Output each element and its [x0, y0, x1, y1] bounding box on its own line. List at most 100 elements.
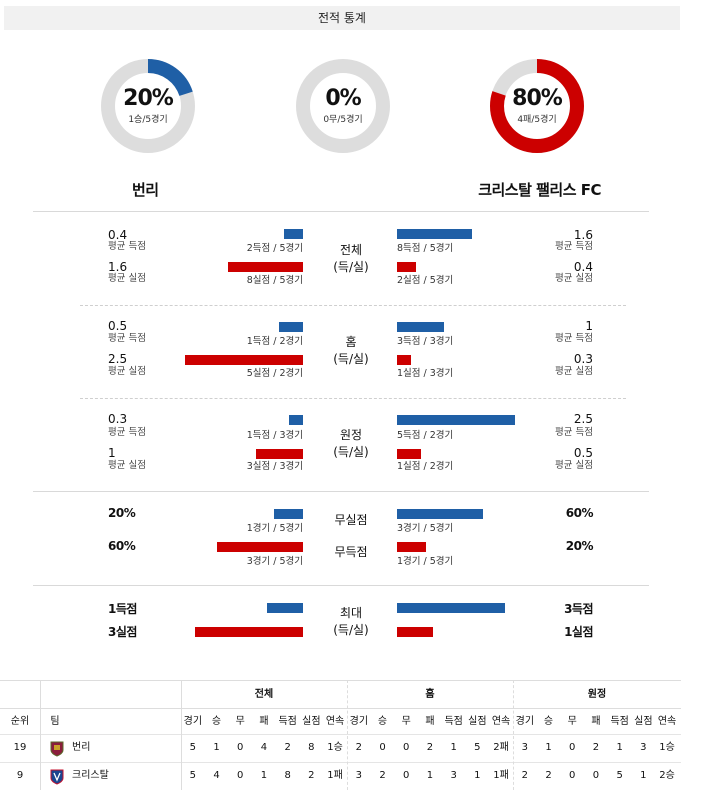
- right-avg-concede: 0.3: [573, 352, 593, 366]
- col-losses: 패: [425, 716, 435, 727]
- left-score-bar: [289, 415, 303, 425]
- table-row: 19 번리 5 1 0 4 2 8 1승 2 0 0 2 1 5 2패 3 1 0 2 1 3 1승: [0, 734, 681, 762]
- col-streak: 연속: [491, 716, 511, 727]
- left-score-caption: 1득점 / 3경기: [246, 430, 303, 441]
- category-total-sub: (득/실): [333, 260, 369, 274]
- right-score-bar: [397, 322, 444, 332]
- col-goals-against: 실점: [468, 716, 487, 727]
- row-stat-cell: 2: [545, 770, 552, 781]
- right-concede-caption: 1실점 / 2경기: [397, 461, 454, 472]
- left-avg-concede: 2.5: [108, 352, 128, 366]
- left-avg-score-label: 평균 득점: [108, 241, 146, 252]
- row-stat-cell: 1: [545, 742, 552, 753]
- standings-column-header: 순위 팀 경기 승 무 패 득점 실점 연속 경기 승 무 패 득점 실점 연속 경기 승 무 패 득점 실점 연속: [0, 708, 681, 734]
- divider: [80, 305, 626, 306]
- left-clean-sheet-caption: 1경기 / 5경기: [246, 523, 303, 534]
- col-wins: 승: [211, 716, 222, 727]
- right-concede-bar: [397, 262, 416, 272]
- row-stat-cell: 3: [355, 770, 363, 781]
- row-stat-cell: 1: [426, 770, 434, 781]
- row-stat-cell: 2패: [493, 742, 509, 753]
- col-streak: 연속: [325, 716, 345, 727]
- col-team: 팀: [50, 716, 60, 727]
- row-stat-cell: 2: [355, 742, 363, 753]
- left-max-score: 1득점: [108, 602, 137, 616]
- right-clean-sheet-bar: [397, 509, 483, 519]
- column-separator: [181, 680, 182, 790]
- row-stat-cell: 0: [403, 770, 410, 781]
- row-stat-cell: 2: [379, 770, 386, 781]
- category-no-score: 무득점: [334, 545, 368, 559]
- right-avg-score-label: 평균 득점: [555, 427, 593, 438]
- row-stat-cell: 2: [426, 742, 434, 753]
- row-team[interactable]: 크리스탈: [72, 770, 109, 781]
- col-goals-for: 득점: [610, 716, 629, 727]
- right-max-concede-bar: [397, 627, 433, 637]
- loss-rate-count: 4패/5경기: [517, 115, 557, 125]
- row-stat-cell: 5: [189, 742, 197, 753]
- right-concede-bar: [397, 355, 411, 365]
- divider: [33, 585, 649, 586]
- left-concede-bar: [256, 449, 303, 459]
- right-avg-score-label: 평균 득점: [555, 241, 593, 252]
- loss-rate-percent: 80%: [512, 86, 563, 111]
- category-total-title: 전체: [339, 243, 363, 257]
- left-score-caption: 1득점 / 2경기: [246, 336, 303, 347]
- left-clean-sheet-rate: 20%: [108, 506, 136, 520]
- row-stat-cell: 8: [284, 770, 291, 781]
- left-avg-score: 0.5: [108, 319, 128, 333]
- row-stat-cell: 2: [284, 742, 291, 753]
- right-avg-score: 2.5: [573, 412, 593, 426]
- col-wins: 승: [377, 716, 388, 727]
- col-rank: 순위: [10, 716, 30, 727]
- row-stat-cell: 3: [521, 742, 529, 753]
- group-away: 원정: [587, 689, 607, 700]
- row-stat-cell: 1: [474, 770, 481, 781]
- row-stat-cell: 4: [260, 742, 268, 753]
- category-home-sub: (득/실): [333, 352, 369, 366]
- win-rate-ring: [101, 59, 195, 153]
- row-stat-cell: 2: [592, 742, 600, 753]
- row-stat-cell: 1승: [659, 742, 675, 753]
- right-score-bar: [397, 415, 515, 425]
- left-concede-bar: [185, 355, 303, 365]
- col-games: 경기: [515, 716, 535, 727]
- category-away-title: 원정: [339, 428, 363, 442]
- right-max-concede: 1실점: [564, 625, 593, 639]
- row-team[interactable]: 번리: [72, 742, 91, 753]
- left-score-caption: 2득점 / 5경기: [246, 243, 303, 254]
- left-avg-concede-label: 평균 실점: [108, 366, 146, 377]
- left-avg-concede-label: 평균 실점: [108, 273, 146, 284]
- col-goals-for: 득점: [444, 716, 463, 727]
- row-stat-cell: 3: [450, 770, 457, 781]
- col-draws: 무: [235, 716, 245, 727]
- right-no-score-rate: 20%: [565, 539, 594, 553]
- left-score-bar: [284, 229, 303, 239]
- row-stat-cell: 1: [450, 742, 457, 753]
- row-stat-cell: 0: [379, 742, 386, 753]
- left-max-score-bar: [267, 603, 303, 613]
- team-crest-icon: [50, 741, 64, 757]
- loss-rate-donut: 80% 4패/5경기: [487, 56, 587, 156]
- category-max: 최대 (득/실): [320, 605, 382, 639]
- row-stat-cell: 2: [308, 770, 315, 781]
- left-score-bar: [279, 322, 303, 332]
- right-avg-concede: 0.4: [573, 260, 593, 274]
- left-no-score-rate: 60%: [108, 539, 136, 553]
- row-stat-cell: 5: [474, 742, 481, 753]
- divider: [33, 211, 649, 212]
- category-away: 원정 (득/실): [320, 427, 382, 461]
- team-left-name: 번리: [132, 181, 159, 199]
- divider: [33, 491, 649, 492]
- donut-track: [296, 59, 390, 153]
- draw-rate-ring: [296, 59, 390, 153]
- right-score-caption: 8득점 / 5경기: [397, 243, 454, 254]
- col-draws: 무: [401, 716, 411, 727]
- right-no-score-bar: [397, 542, 426, 552]
- row-stat-cell: 2: [521, 770, 529, 781]
- row-stat-cell: 1승: [327, 742, 343, 753]
- row-stat-cell: 5: [616, 770, 623, 781]
- right-max-score: 3득점: [564, 602, 593, 616]
- row-stat-cell: 0: [237, 770, 244, 781]
- col-losses: 패: [259, 716, 269, 727]
